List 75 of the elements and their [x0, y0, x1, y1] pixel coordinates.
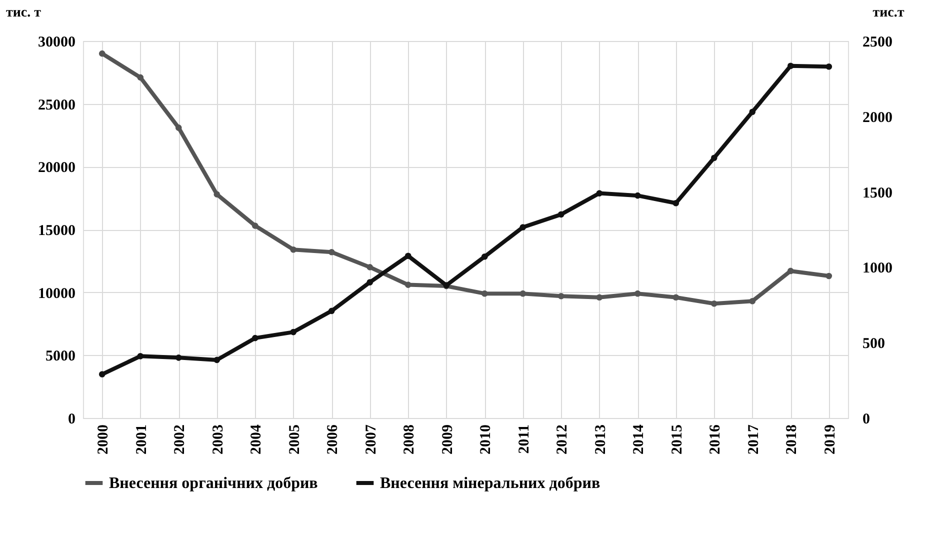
- point: [596, 294, 603, 301]
- point: [749, 108, 756, 116]
- point: [520, 290, 526, 297]
- y-axis-title: тис. т: [6, 6, 42, 20]
- point: [826, 272, 832, 280]
- x-tick-label: 2018: [784, 424, 800, 454]
- legend-label: Внесення органічних добрив: [109, 475, 318, 492]
- point: [481, 253, 488, 260]
- point: [634, 290, 641, 297]
- point: [137, 353, 144, 360]
- point: [481, 290, 488, 297]
- x-tick-label: 2014: [631, 424, 648, 454]
- x-tick-label: 2019: [822, 424, 838, 454]
- x-tick-label: 2004: [248, 424, 265, 454]
- y-tick-label: 30000: [38, 34, 76, 50]
- x-tick-label: 2013: [592, 424, 609, 454]
- y-tick-label: 25000: [38, 97, 76, 114]
- point: [710, 300, 718, 307]
- point: [214, 356, 220, 364]
- point: [98, 371, 106, 378]
- point: [520, 224, 526, 230]
- y-tick-label: 15000: [38, 223, 76, 239]
- point: [175, 124, 182, 131]
- x-tick-label: 2011: [516, 424, 532, 454]
- point: [672, 294, 680, 301]
- x-tick-label: 2007: [363, 424, 380, 454]
- x-tick-label: 2012: [554, 424, 571, 454]
- point: [252, 334, 258, 342]
- x-tick-label: 2008: [402, 424, 418, 454]
- y-tick-label: 10000: [38, 286, 76, 302]
- x-tick-label: 2009: [440, 424, 456, 454]
- point: [98, 50, 106, 57]
- x-tick-label: 2005: [286, 424, 303, 454]
- x-tick-label: 2017: [746, 424, 762, 454]
- y2-axis-title: тис.т: [872, 6, 904, 20]
- y-tick-label: 20000: [38, 160, 76, 176]
- x-tick-label: 2010: [478, 424, 494, 454]
- x-tick-label: 2015: [669, 424, 686, 454]
- y2-tick-label: 0: [862, 412, 870, 428]
- x-tick-label: 2016: [708, 424, 724, 454]
- point: [252, 222, 258, 229]
- y2-tick-label: 1500: [862, 185, 892, 202]
- point: [826, 63, 832, 70]
- point: [558, 292, 564, 300]
- point: [787, 268, 794, 274]
- point: [787, 62, 794, 70]
- x-tick-label: 2000: [96, 424, 112, 454]
- point: [175, 354, 182, 361]
- point: [214, 191, 220, 198]
- point: [328, 248, 335, 256]
- point: [366, 279, 374, 286]
- y2-tick-label: 500: [862, 336, 885, 352]
- point: [634, 192, 641, 199]
- y2-tick-label: 1000: [862, 260, 892, 277]
- point: [558, 211, 564, 218]
- point: [137, 74, 144, 81]
- point: [404, 282, 412, 288]
- x-tick-label: 2001: [134, 424, 150, 454]
- point: [404, 252, 412, 260]
- point: [328, 308, 335, 314]
- point: [596, 190, 603, 196]
- x-tick-label: 2006: [325, 424, 342, 454]
- point: [366, 264, 374, 270]
- point: [290, 246, 297, 253]
- point: [710, 154, 718, 162]
- point: [672, 200, 680, 206]
- y-tick-label: 5000: [46, 348, 76, 365]
- point: [290, 328, 297, 336]
- x-tick-label: 2002: [172, 424, 188, 454]
- legend-label: Внесення мінеральних добрив: [380, 475, 600, 492]
- y2-tick-label: 2000: [862, 110, 892, 126]
- y2-tick-label: 2500: [862, 34, 892, 50]
- x-tick-label: 2003: [210, 424, 226, 454]
- y-tick-label: 0: [68, 412, 76, 428]
- point: [749, 298, 756, 304]
